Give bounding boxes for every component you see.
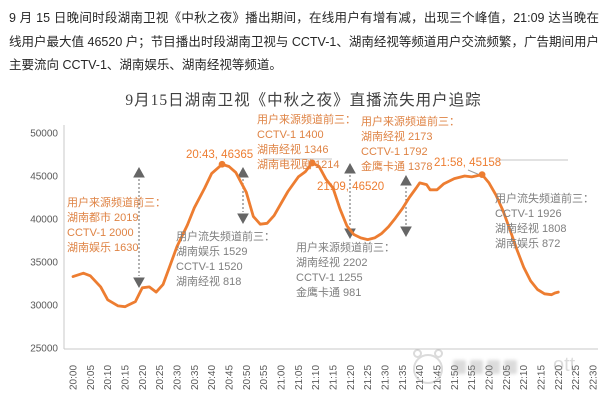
x-tick-label: 20:30 [173, 365, 184, 390]
y-tick-label: 50000 [30, 129, 58, 140]
annotation-line: 湖南娱乐 1630 [67, 242, 139, 254]
annotation-source-peak3: 用户来源频道前三： 湖南经视 2173 CCTV-1 1792 金鹰卡通 137… [361, 115, 460, 175]
peak-markers [218, 159, 486, 179]
annotation-line: 湖南娱乐 1529 [176, 246, 248, 258]
x-tick-label: 20:25 [155, 365, 166, 390]
down-arrow-icon [133, 277, 145, 289]
annotation-line: 湖南经视 1346 [257, 144, 329, 156]
annotation-line: 湖南都市 2019 [67, 212, 139, 224]
annotation-loss-end: 用户流失频道前三： CCTV-1 1926 湖南经视 1808 湖南娱乐 872 [495, 192, 594, 252]
annotation-line: CCTV-1 2000 [67, 227, 134, 239]
y-tick-label: 40000 [30, 215, 58, 226]
x-tick-label: 21:25 [363, 365, 374, 390]
x-tick-label: 21:00 [277, 365, 288, 390]
x-tick-label: 20:05 [86, 365, 97, 390]
annotation-title: 用户流失频道前三： [176, 231, 275, 243]
x-tick-label: 20:55 [259, 365, 270, 390]
x-tick-label: 21:50 [450, 365, 461, 390]
annotation-title: 用户来源频道前三： [257, 114, 356, 126]
annotation-line: 湖南经视 2202 [296, 257, 368, 269]
y-tick-label: 45000 [30, 172, 58, 183]
peak-marker-dot [308, 159, 316, 167]
x-tick-label: 20:15 [121, 365, 132, 390]
annotation-title: 用户来源频道前三： [296, 242, 395, 254]
intro-paragraph: 9 月 15 日晚间时段湖南卫视《中秋之夜》播出期间，在线用户有增有减，出现三个… [9, 11, 599, 72]
annotation-line: 金鹰卡通 1378 [361, 161, 433, 173]
x-tick-label: 20:35 [190, 365, 201, 390]
online-users-line [71, 161, 560, 309]
annotation-title: 用户来源频道前三： [361, 116, 460, 128]
annotation-line: 湖南电视剧 1214 [257, 159, 340, 171]
y-tick-label: 30000 [30, 301, 58, 312]
x-tick-label: 20:45 [225, 365, 236, 390]
x-tick-label: 20:10 [103, 365, 114, 390]
down-arrow-icon [400, 226, 412, 238]
x-tick-label: 21:35 [398, 365, 409, 390]
peak-label-3: 21:58, 45158 [434, 157, 502, 169]
x-tick-label: 21:40 [415, 365, 426, 390]
x-tick-label: 22:30 [589, 365, 600, 390]
x-tick-label: 21:55 [467, 365, 478, 390]
x-tick-label: 20:50 [242, 365, 253, 390]
x-tick-label: 21:30 [381, 365, 392, 390]
x-tick-label: 21:20 [346, 365, 357, 390]
x-tick-label: 20:20 [138, 365, 149, 390]
annotation-line: CCTV-1 1255 [296, 272, 363, 284]
annotation-source-break2: 用户来源频道前三： 湖南经视 2202 CCTV-1 1255 金鹰卡通 981 [296, 241, 395, 301]
x-tick-label: 22:25 [571, 365, 582, 390]
x-tick-label: 22:10 [519, 365, 530, 390]
peak-marker-dot [218, 160, 226, 168]
annotation-line: 湖南经视 818 [176, 276, 242, 288]
x-tick-label: 20:00 [69, 365, 80, 390]
annotation-line: CCTV-1 1792 [361, 146, 428, 158]
annotation-line: CCTV-1 1400 [257, 129, 324, 141]
peak-label-1: 20:43, 46365 [186, 149, 254, 161]
up-arrow-icon [237, 166, 249, 178]
down-arrow-icon [237, 213, 249, 225]
annotation-title: 用户来源频道前三： [67, 197, 166, 209]
annotation-line: 金鹰卡通 981 [296, 287, 362, 299]
chart-axes [63, 125, 598, 350]
x-tick-label: 21:15 [329, 365, 340, 390]
y-tick-label: 25000 [30, 344, 58, 355]
x-tick-label: 22:20 [554, 365, 565, 390]
x-tick-label: 22:15 [537, 365, 548, 390]
y-tick-label: 35000 [30, 258, 58, 269]
annotation-line: CCTV-1 1926 [495, 208, 562, 220]
up-arrow-icon [400, 174, 412, 186]
online-users-polyline [71, 161, 560, 309]
annotation-line: 湖南娱乐 872 [495, 238, 561, 250]
annotation-line: 湖南经视 2173 [361, 131, 433, 143]
up-arrow-icon [133, 166, 145, 178]
x-tick-label: 21:05 [294, 365, 305, 390]
x-tick-label: 21:10 [311, 365, 322, 390]
x-tick-label: 22:05 [502, 365, 513, 390]
peak-label-2: 21:09, 46520 [317, 181, 385, 193]
annotation-source-open: 用户来源频道前三： 湖南都市 2019 CCTV-1 2000 湖南娱乐 163… [67, 196, 166, 256]
chart-title: 9月15日湖南卫视《中秋之夜》直播流失用户追踪 [125, 92, 482, 109]
x-tick-label: 22:00 [485, 365, 496, 390]
x-tick-label: 20:40 [207, 365, 218, 390]
annotation-source-peak2: 用户来源频道前三： CCTV-1 1400 湖南经视 1346 湖南电视剧 12… [257, 113, 356, 173]
annotation-line: CCTV-1 1520 [176, 261, 243, 273]
axis-tick-labels: 50000 45000 40000 35000 30000 25000 20:00 20:05… [30, 129, 599, 391]
x-tick-label: 21:45 [433, 365, 444, 390]
peak-marker-dot [478, 171, 486, 179]
annotation-line: 湖南经视 1808 [495, 223, 567, 235]
up-arrow-icon [344, 162, 356, 174]
annotation-loss-break1: 用户流失频道前三： 湖南娱乐 1529 CCTV-1 1520 湖南经视 818 [176, 230, 275, 290]
annotation-title: 用户流失频道前三： [495, 193, 594, 205]
